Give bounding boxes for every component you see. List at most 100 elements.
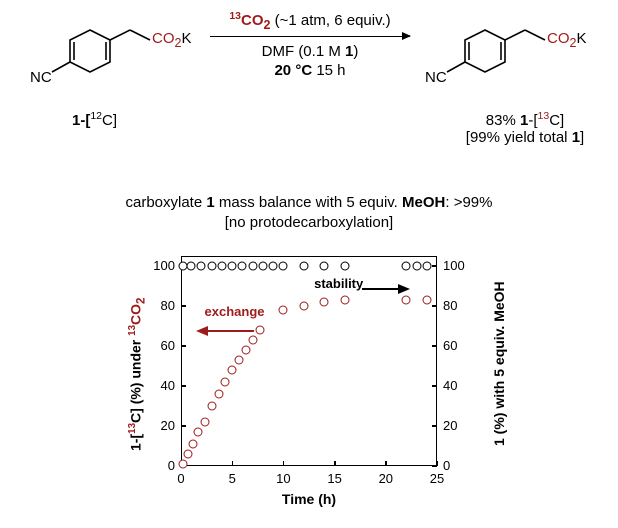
py5: C] [549,112,564,129]
pt2: 1 [572,129,580,146]
stability-point [269,261,278,270]
product-structure: NC CO2K [425,10,595,105]
cap2: 1 [206,194,214,211]
stability-point [207,261,216,270]
cap1: carboxylate [125,194,206,211]
conditions-bot: 20 °C 15 h [205,62,415,79]
c13-sup: 13 [229,10,241,22]
p-co2: CO [547,30,570,47]
xtick: 20 [376,471,396,486]
xtick: 25 [427,471,447,486]
ytick-right: 60 [443,338,457,353]
c13-co2: CO [241,12,264,29]
reactant-structure: NC CO2K [30,10,200,105]
stability-point [412,261,421,270]
exchange-point [221,377,230,386]
ytick-left: 100 [153,258,175,273]
xtick: 0 [171,471,191,486]
exchange-point [189,439,198,448]
r-lbl-2: C] [102,112,117,129]
stability-arrow [360,282,410,301]
yl7: 2 [134,297,147,303]
cm1: DMF (0.1 M [262,43,345,60]
py3: -[ [528,112,537,129]
yr3: MeOH [491,281,507,321]
stability-point [197,261,206,270]
stability-annotation: stability [314,276,363,291]
exchange-point [228,365,237,374]
stability-point [422,261,431,270]
svg-text:NC: NC [425,69,447,86]
ytick-left: 20 [161,418,175,433]
reaction-scheme: NC CO2K 1-[12C] 13CO2 (~1 atm, 6 equiv.)… [10,10,608,185]
pt3: ] [580,129,584,146]
exchange-point [279,305,288,314]
yr1: 1 [491,438,507,446]
k-text: K [181,30,191,47]
reactant-co2k: CO2K [152,30,191,50]
exchange-point [241,345,250,354]
ytick-right: 100 [443,258,465,273]
r-lbl-sup: 12 [90,110,102,122]
yl1: 1 [128,443,144,451]
exchange-point [184,449,193,458]
yl3: 13 [127,422,138,433]
product-yield: 83% 1-[13C] [450,110,600,129]
stability-point [402,261,411,270]
cond-rest: (~1 atm, 6 equiv.) [270,12,390,29]
stability-point [258,261,267,270]
exchange-point [320,297,329,306]
r-lbl-1: 1-[ [72,112,90,129]
conditions-top: 13CO2 (~1 atm, 6 equiv.) [205,10,415,32]
stability-point [299,261,308,270]
kinetics-chart: 1-[13C] (%) under 13CO2 1 (%) with 5 equ… [119,246,499,516]
cb2: 15 h [312,62,345,79]
yl4: C] (%) under [128,335,144,422]
xtick: 5 [222,471,242,486]
pt1: [99% yield total [466,129,572,146]
exchange-point [200,417,209,426]
ytick-left: 40 [161,378,175,393]
exchange-point [299,301,308,310]
ytick-right: 40 [443,378,457,393]
exchange-point [235,355,244,364]
reactant-svg: NC [30,10,200,100]
ytick-left: 60 [161,338,175,353]
stability-point [238,261,247,270]
yl6: CO [128,303,144,324]
exchange-point [340,295,349,304]
reaction-arrow-area: 13CO2 (~1 atm, 6 equiv.) DMF (0.1 M 1) 2… [205,10,415,79]
nc-label: NC [30,69,52,86]
cb1: 20 °C [274,62,312,79]
conditions-mid: DMF (0.1 M 1) [205,43,415,60]
yl2: -[ [128,433,144,442]
product-total: [99% yield total 1] [450,129,600,146]
reactant-label: 1-[12C] [72,110,117,129]
exchange-annotation: exchange [205,304,265,319]
reaction-arrow [210,36,410,37]
exchange-point [194,427,203,436]
p-k: K [576,30,586,47]
xtick: 15 [325,471,345,486]
exchange-point [179,459,188,468]
exchange-point [214,389,223,398]
caption-line1: carboxylate 1 mass balance with 5 equiv.… [10,193,608,213]
stability-point [228,261,237,270]
exchange-point [255,325,264,334]
yl5: 13 [127,324,138,335]
xtick: 10 [273,471,293,486]
ytick-right: 80 [443,298,457,313]
exchange-arrow [196,324,256,343]
product-co2k: CO2K [547,30,586,50]
exchange-point [422,295,431,304]
xlabel: Time (h) [119,491,499,507]
product-label: 83% 1-[13C] [99% yield total 1] [450,110,600,146]
py4: 13 [538,110,550,122]
cap3: mass balance with 5 equiv. [215,194,402,211]
caption-text: carboxylate 1 mass balance with 5 equiv.… [10,193,608,234]
yr2: (%) with 5 equiv. [491,321,507,437]
cap5: : >99% [445,194,492,211]
co2-text: CO [152,30,175,47]
cm3: ) [353,43,358,60]
stability-point [340,261,349,270]
